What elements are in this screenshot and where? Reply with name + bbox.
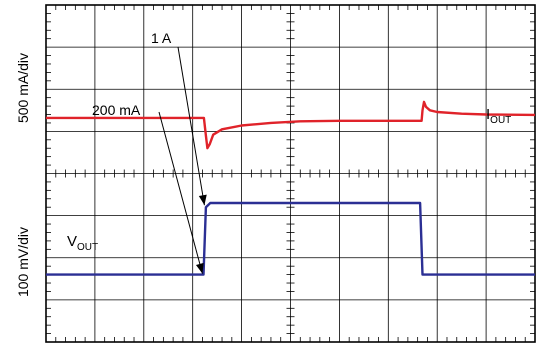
series-label-vout: VOUT (67, 233, 98, 253)
graticule (45, 4, 536, 343)
trace-vout (46, 100, 536, 150)
arrow-1a-head (198, 194, 207, 206)
trace-iout (46, 201, 535, 276)
plot-frame (45, 4, 536, 343)
arrow-1a (177, 46, 205, 206)
y-axis-label-current: 500 mA/div (15, 53, 31, 123)
annotation-200ma: 200 mA (92, 102, 141, 118)
traces (46, 100, 536, 276)
arrow-200ma-head (195, 262, 204, 274)
y-axis-label-voltage: 100 mV/div (15, 227, 31, 297)
arrow-200ma (158, 111, 203, 274)
annotation-1a: 1 A (151, 30, 172, 46)
series-label-iout: IOUT (486, 106, 511, 126)
annotation-arrows (158, 46, 207, 274)
